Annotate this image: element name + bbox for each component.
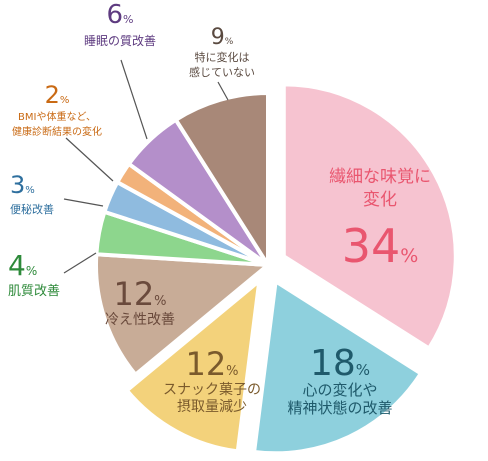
leader-line [63,198,104,207]
percentage-label: 3% [10,171,35,199]
category-label: 繊細な味覚に [329,167,431,187]
category-label: 便秘改善 [10,202,54,216]
percentage-label: 6% [107,0,134,30]
slice-label: 12%冷え性改善 [105,275,175,328]
category-label: 感じていない [189,66,255,79]
pie-slice [173,91,270,267]
percentage-label: 4% [8,249,37,282]
category-label: 心の変化や [302,381,377,399]
leader-line [120,59,148,140]
category-label: 変化 [363,190,397,210]
category-label: 精神状態の改善 [287,399,392,417]
category-label: 冷え性改善 [105,312,175,328]
percentage-label: 2% [45,81,70,109]
category-label: 健康診断結果の変化 [12,125,102,138]
category-label: 睡眠の質改善 [84,33,156,48]
slice-label: 4%肌質改善 [8,249,60,299]
pie-slice [252,279,423,456]
category-label: 肌質改善 [8,283,60,299]
pie-slice [124,278,262,454]
pie-slice [281,82,458,351]
leader-line [65,137,114,182]
percentage-label: 34% [342,219,419,273]
category-label: 摂取量減少 [177,398,247,415]
percentage-label: 18% [310,343,370,384]
slice-label: 3% 便秘改善 [10,171,54,216]
slice-label: 6% 睡眠の質改善 [84,0,156,48]
percentage-label: 9% [211,25,234,50]
category-label: BMIや体重など、 [18,110,96,123]
pie-slice [94,252,270,377]
percentage-label: 12% [113,275,166,313]
leader-line [63,252,97,274]
slice-label: 2%BMIや体重など、健康診断結果の変化 [12,81,102,138]
leader-line [217,81,229,101]
percentage-label: 12% [185,345,238,383]
category-label: スナック菓子の [163,382,261,398]
category-label: 特に変化は [195,50,250,64]
